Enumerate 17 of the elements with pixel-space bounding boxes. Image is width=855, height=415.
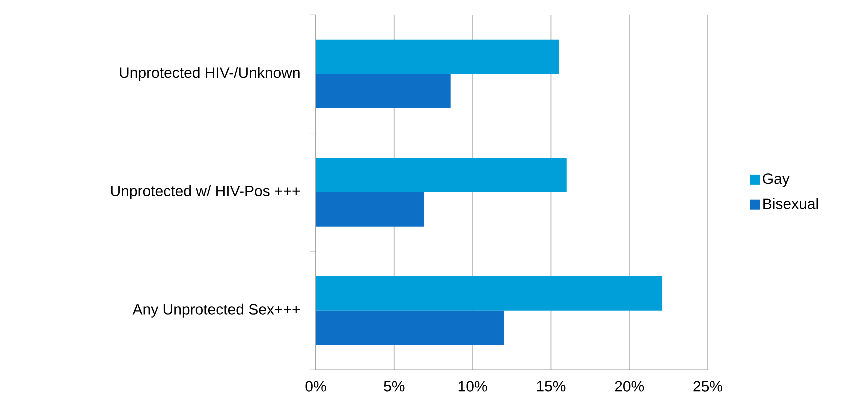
bar: [316, 192, 424, 227]
x-tick-label: 5%: [384, 381, 405, 392]
y-tick-label: Unprotected HIV-/Unknown: [120, 67, 300, 82]
bar: [316, 74, 451, 108]
legend-label: Bisexual: [764, 198, 818, 210]
y-tick-label: Unprotected w/ HIV-Pos +++: [111, 186, 300, 200]
bar: [316, 310, 504, 346]
bar: [316, 158, 567, 192]
bar: [316, 276, 663, 311]
y-tick-label: Any Unprotected Sex+++: [132, 304, 300, 318]
x-tick-label: 25%: [694, 381, 722, 392]
legend-label: Gay: [763, 174, 790, 188]
x-tick-label: 20%: [615, 381, 644, 392]
x-tick-label: 0%: [306, 381, 326, 392]
x-tick-label: 15%: [537, 381, 566, 392]
x-tick-label: 10%: [458, 381, 488, 392]
bar: [316, 40, 560, 74]
